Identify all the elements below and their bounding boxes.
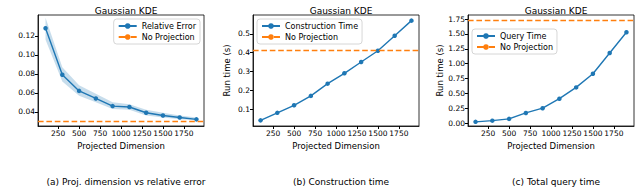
svg-text:1500: 1500 bbox=[153, 129, 172, 138]
svg-text:500: 500 bbox=[72, 129, 87, 138]
svg-text:Construction Time: Construction Time bbox=[285, 22, 358, 31]
svg-text:(a) Proj. dimension vs relativ: (a) Proj. dimension vs relative error bbox=[47, 177, 206, 187]
svg-text:0.3: 0.3 bbox=[238, 67, 250, 76]
svg-text:Gaussian KDE: Gaussian KDE bbox=[95, 6, 158, 16]
svg-text:No Projection: No Projection bbox=[500, 43, 553, 52]
svg-text:750: 750 bbox=[93, 129, 108, 138]
svg-text:(c) Total query time: (c) Total query time bbox=[512, 177, 600, 187]
svg-text:0.2: 0.2 bbox=[238, 86, 250, 95]
svg-text:Projected Dimension: Projected Dimension bbox=[292, 141, 380, 151]
svg-text:0.00: 0.00 bbox=[448, 119, 465, 128]
svg-text:0.1: 0.1 bbox=[238, 105, 250, 114]
svg-text:0.75: 0.75 bbox=[448, 74, 465, 83]
svg-text:1750: 1750 bbox=[174, 129, 193, 138]
svg-text:1250: 1250 bbox=[132, 129, 151, 138]
svg-text:Gaussian KDE: Gaussian KDE bbox=[310, 6, 373, 16]
svg-text:500: 500 bbox=[287, 129, 302, 138]
svg-text:1500: 1500 bbox=[368, 129, 387, 138]
svg-text:250: 250 bbox=[51, 129, 66, 138]
svg-text:1250: 1250 bbox=[347, 129, 366, 138]
svg-text:0.12: 0.12 bbox=[18, 31, 35, 40]
svg-text:Run time (s): Run time (s) bbox=[222, 45, 232, 97]
svg-text:Projected Dimension: Projected Dimension bbox=[507, 141, 595, 151]
svg-text:Run time (s): Run time (s) bbox=[435, 45, 445, 97]
svg-text:(b) Construction time: (b) Construction time bbox=[293, 177, 390, 187]
svg-text:0.4: 0.4 bbox=[238, 48, 250, 57]
svg-text:1000: 1000 bbox=[111, 129, 130, 138]
svg-text:Gaussian KDE: Gaussian KDE bbox=[525, 6, 588, 16]
svg-text:1.00: 1.00 bbox=[448, 59, 465, 68]
svg-text:1000: 1000 bbox=[326, 129, 345, 138]
svg-text:0.04: 0.04 bbox=[18, 107, 35, 116]
svg-text:0.08: 0.08 bbox=[18, 69, 35, 78]
svg-text:1250: 1250 bbox=[562, 129, 581, 138]
svg-text:No Projection: No Projection bbox=[142, 33, 195, 42]
svg-text:1.50: 1.50 bbox=[448, 29, 465, 38]
svg-text:Relative Error: Relative Error bbox=[142, 22, 197, 31]
svg-text:750: 750 bbox=[308, 129, 323, 138]
svg-text:0.5: 0.5 bbox=[238, 29, 250, 38]
svg-text:750: 750 bbox=[523, 129, 538, 138]
svg-text:500: 500 bbox=[502, 129, 517, 138]
svg-text:250: 250 bbox=[266, 129, 281, 138]
svg-text:1000: 1000 bbox=[541, 129, 560, 138]
svg-text:0.50: 0.50 bbox=[448, 89, 465, 98]
svg-text:1.75: 1.75 bbox=[448, 15, 465, 24]
svg-text:Projected Dimension: Projected Dimension bbox=[77, 141, 165, 151]
svg-text:0.10: 0.10 bbox=[18, 50, 35, 59]
svg-text:1750: 1750 bbox=[604, 129, 623, 138]
svg-text:1500: 1500 bbox=[583, 129, 602, 138]
svg-text:Query Time: Query Time bbox=[500, 32, 547, 41]
svg-text:0.25: 0.25 bbox=[448, 104, 465, 113]
svg-text:0.06: 0.06 bbox=[18, 88, 35, 97]
svg-text:250: 250 bbox=[481, 129, 496, 138]
svg-text:1750: 1750 bbox=[389, 129, 408, 138]
svg-text:No Projection: No Projection bbox=[285, 33, 338, 42]
svg-text:1.25: 1.25 bbox=[448, 44, 465, 53]
